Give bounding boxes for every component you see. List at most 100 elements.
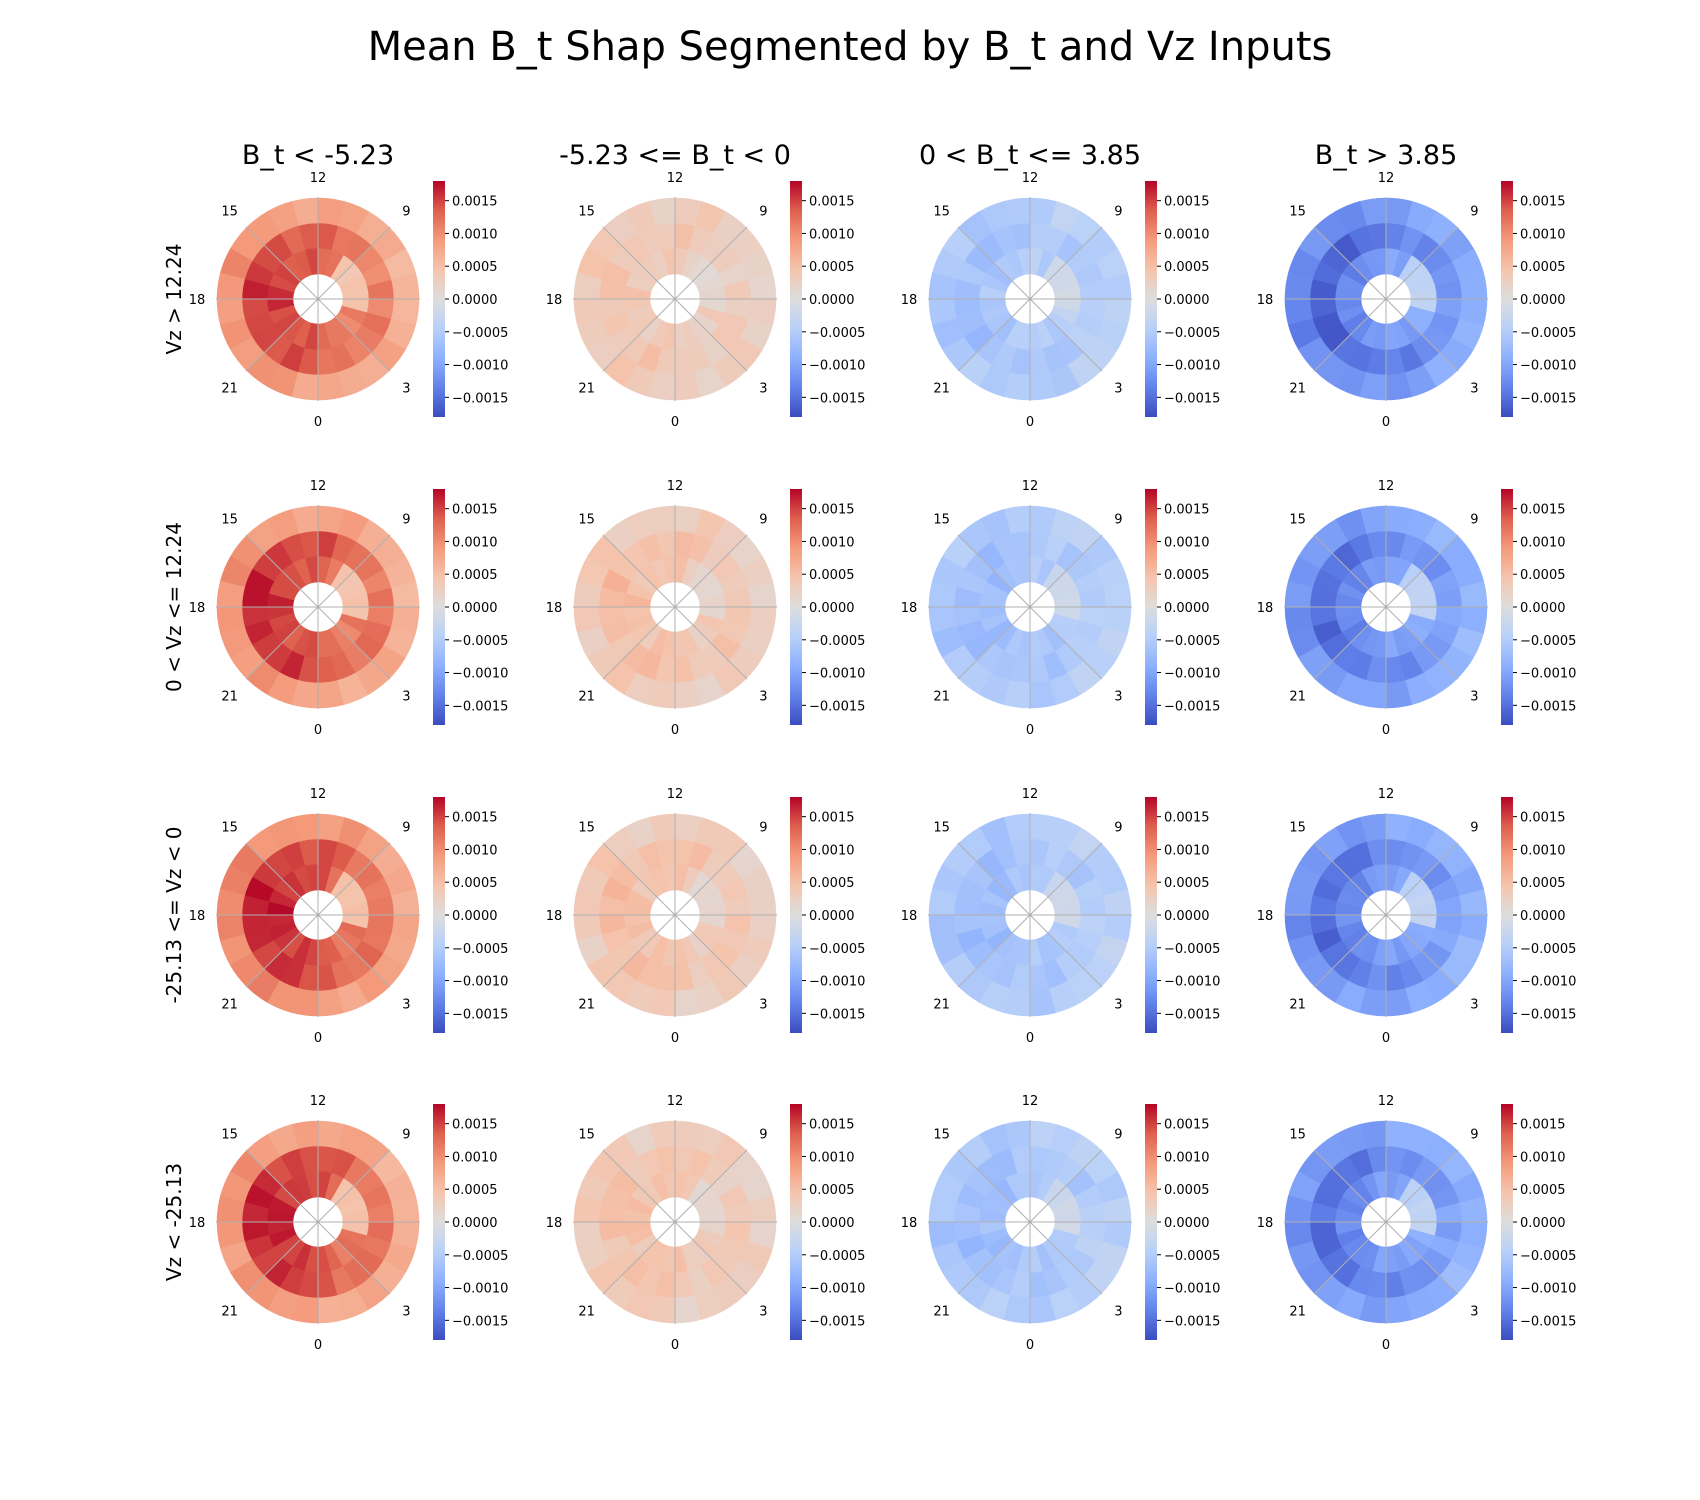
- colorbar-tick-label: −0.0010: [1164, 1282, 1220, 1297]
- colorbar-tick-label: −0.0005: [452, 326, 508, 341]
- colorbar: [1145, 181, 1157, 417]
- mlt-label: 9: [1114, 513, 1122, 528]
- mlt-label: 12: [310, 171, 327, 186]
- colorbar-tick-label: 0.0000: [809, 293, 855, 308]
- colorbar-tick-label: 0.0000: [809, 601, 855, 616]
- colorbar-tick-label: 0.0000: [809, 1216, 855, 1231]
- colorbar-tick-label: −0.0005: [452, 634, 508, 649]
- mlt-label: 0: [1382, 1031, 1390, 1046]
- mlt-label: 9: [1470, 821, 1478, 836]
- colorbar-tick-label: −0.0015: [452, 391, 508, 406]
- colorbar-tick-label: 0.0005: [1164, 876, 1210, 891]
- colorbar-tick-label: 0.0010: [1164, 1150, 1210, 1165]
- colorbar-tick-label: 0.0010: [452, 843, 498, 858]
- colorbar-tick-label: −0.0010: [1164, 359, 1220, 374]
- mlt-label: 18: [1257, 601, 1274, 616]
- colorbar-tick-label: 0.0005: [1520, 876, 1566, 891]
- colorbar-tick-label: 0.0015: [452, 811, 498, 826]
- colorbar-tick-label: −0.0010: [452, 359, 508, 374]
- grid-line: [602, 842, 748, 988]
- mlt-label: 21: [221, 689, 238, 704]
- colorbar-tick-label: −0.0005: [809, 942, 865, 957]
- panel-grid: B_t < -5.23 -5.23 <= B_t < 0 0 < B_t <= 3.…: [162, 140, 1576, 1353]
- mlt-label: 3: [759, 997, 767, 1012]
- mlt-label: 15: [578, 205, 595, 220]
- mlt-label: 18: [1257, 909, 1274, 924]
- grid-line: [957, 226, 1103, 372]
- polar-panel: 12 9 3 0 21 18 15 0.0015 0.0010 0.0005 0.0000 −0.00…: [546, 1094, 866, 1353]
- mlt-label: 3: [402, 1304, 410, 1319]
- row-title: Vz < -25.13: [162, 1163, 186, 1281]
- colorbar-tick-label: 0.0015: [1164, 503, 1210, 518]
- colorbar: [433, 1104, 445, 1340]
- mlt-label: 9: [759, 205, 767, 220]
- colorbar: [1145, 1104, 1157, 1340]
- mlt-label: 21: [221, 381, 238, 396]
- row-title: Vz > 12.24: [162, 244, 186, 355]
- mlt-label: 18: [1257, 293, 1274, 308]
- colorbar-tick-label: −0.0015: [809, 1007, 865, 1022]
- mlt-label: 0: [671, 415, 679, 430]
- colorbar-tick-label: −0.0010: [452, 975, 508, 990]
- mlt-label: 9: [402, 513, 410, 528]
- colorbar-tick-label: 0.0015: [1164, 811, 1210, 826]
- colorbar-tick-label: −0.0015: [1164, 1314, 1220, 1329]
- polar-panel: 12 9 3 0 21 18 15 0.0015 0.0010 0.0005 0.0000 −0.00…: [546, 787, 866, 1046]
- polar-panel: 12 9 3 0 21 18 15 0.0015 0.0010 0.0005 0.0000 −0.00…: [901, 1094, 1221, 1353]
- colorbar-tick-label: −0.0005: [1520, 326, 1576, 341]
- colorbar-tick-label: 0.0005: [1164, 260, 1210, 275]
- mlt-label: 0: [1026, 1031, 1034, 1046]
- grid-line: [957, 534, 1103, 680]
- mlt-label: 0: [1382, 723, 1390, 738]
- mlt-label: 21: [1289, 1304, 1306, 1319]
- mlt-label: 15: [221, 1128, 238, 1143]
- colorbar-tick-label: 0.0015: [452, 1118, 498, 1133]
- colorbar-tick-label: 0.0005: [452, 1183, 498, 1198]
- polar-panel: 12 9 3 0 21 18 15 0.0015 0.0010 0.0005 0.0000 −0.00…: [546, 171, 866, 430]
- colorbar-tick-label: −0.0015: [452, 1007, 508, 1022]
- mlt-label: 15: [221, 205, 238, 220]
- colorbar-tick-label: 0.0000: [1520, 909, 1566, 924]
- colorbar-tick-label: 0.0000: [1164, 1216, 1210, 1231]
- polar-panel: 12 9 3 0 21 18 15 0.0015 0.0010 0.0005 0.0000 −0.00…: [1257, 479, 1577, 738]
- mlt-label: 0: [314, 1338, 322, 1353]
- colorbar-tick-label: −0.0010: [1164, 975, 1220, 990]
- colorbar-tick-label: 0.0015: [452, 503, 498, 518]
- mlt-label: 0: [671, 723, 679, 738]
- mlt-label: 3: [1114, 381, 1122, 396]
- mlt-label: 3: [1470, 997, 1478, 1012]
- mlt-label: 3: [1114, 689, 1122, 704]
- grid-line: [245, 534, 391, 680]
- colorbar-tick-label: 0.0000: [1164, 601, 1210, 616]
- grid-line: [602, 1149, 748, 1295]
- polar-panel: 12 9 3 0 21 18 15 0.0015 0.0010 0.0005 0.0000 −0.00…: [546, 479, 866, 738]
- colorbar-tick-label: 0.0005: [1520, 260, 1566, 275]
- mlt-label: 3: [759, 1304, 767, 1319]
- colorbar-tick-label: 0.0005: [809, 876, 855, 891]
- colorbar: [790, 1104, 802, 1340]
- colorbar-tick-label: 0.0010: [809, 535, 855, 550]
- colorbar-tick-label: −0.0005: [1520, 942, 1576, 957]
- colorbar-tick-label: −0.0015: [1164, 1007, 1220, 1022]
- mlt-label: 15: [933, 205, 950, 220]
- colorbar-tick-label: 0.0010: [1164, 843, 1210, 858]
- mlt-label: 18: [546, 293, 563, 308]
- mlt-label: 0: [1026, 1338, 1034, 1353]
- colorbar-tick-label: −0.0015: [1520, 391, 1576, 406]
- colorbar-tick-label: −0.0005: [452, 1249, 508, 1264]
- colorbar-tick-label: 0.0015: [452, 195, 498, 210]
- mlt-label: 15: [578, 821, 595, 836]
- grid-line: [245, 842, 391, 988]
- column-title: B_t < -5.23: [242, 140, 394, 171]
- colorbar-tick-label: 0.0000: [452, 601, 498, 616]
- colorbar-tick-label: −0.0015: [1520, 699, 1576, 714]
- colorbar-tick-label: −0.0010: [1520, 975, 1576, 990]
- mlt-label: 18: [546, 1216, 563, 1231]
- colorbar-tick-label: 0.0000: [809, 909, 855, 924]
- colorbar-tick-label: −0.0010: [1520, 1282, 1576, 1297]
- colorbar-tick-label: 0.0015: [1520, 503, 1566, 518]
- colorbar-tick-label: 0.0000: [1520, 1216, 1566, 1231]
- mlt-label: 15: [578, 1128, 595, 1143]
- mlt-label: 0: [671, 1338, 679, 1353]
- mlt-label: 21: [221, 997, 238, 1012]
